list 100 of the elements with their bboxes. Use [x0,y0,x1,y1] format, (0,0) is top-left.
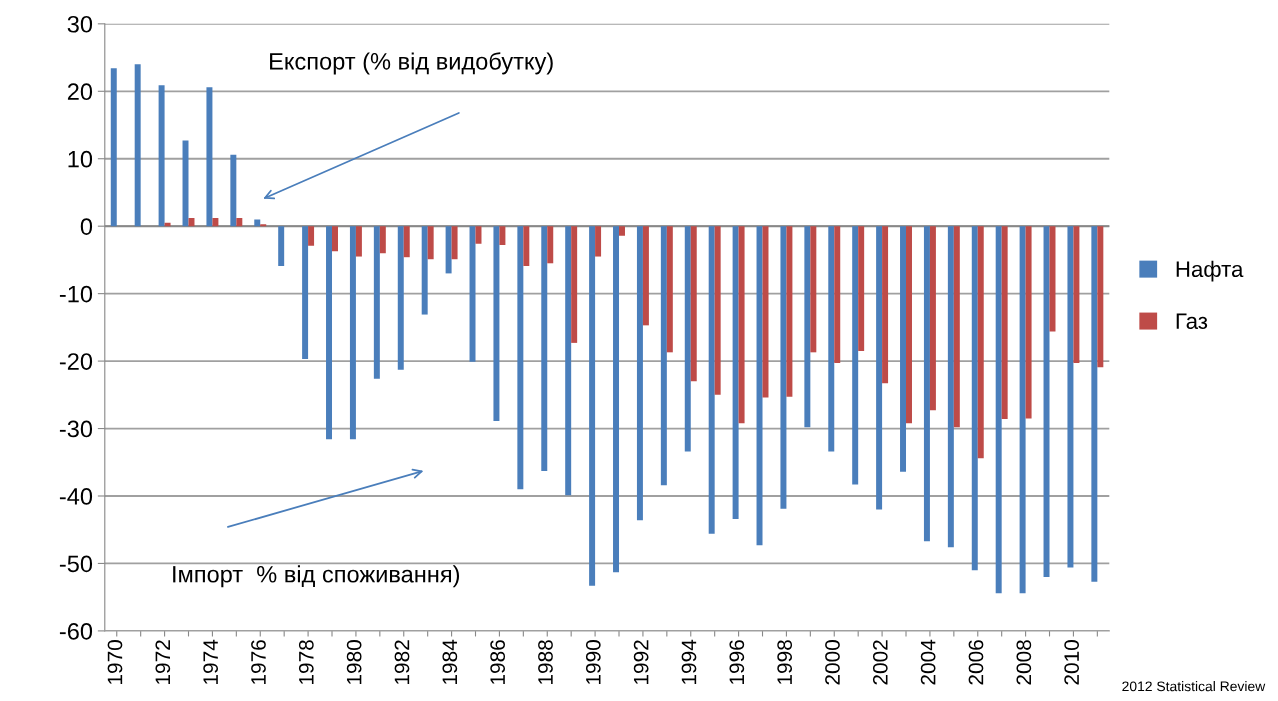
x-tick-label: 1974 [203,639,219,684]
x-tick-label: 1994 [681,639,697,684]
bar [1019,226,1026,594]
bar [355,226,362,257]
bar [995,226,1002,594]
bar [110,68,117,227]
bar [302,226,309,360]
bar [906,226,912,424]
x-tick-label: 1986 [490,640,506,684]
bar [732,226,739,519]
bar [780,226,787,509]
bar [714,226,721,395]
y-tick-label: -40 [59,488,93,505]
x-tick-label: 2006 [968,640,984,685]
bar [445,226,452,274]
bar [541,226,548,472]
x-tick-label: 1976 [251,640,266,684]
bar [212,218,219,227]
bar [206,87,213,227]
bar [684,226,691,452]
bar [373,226,380,379]
bar [134,64,141,227]
bar [947,226,954,548]
bar [1073,226,1080,364]
y-tick-label: -10 [59,285,93,303]
bar [451,226,458,260]
bar [571,226,578,343]
bar [858,226,865,351]
y-tick-label: 20 [67,83,93,101]
bar [1025,226,1032,419]
bar [929,226,936,411]
bar [613,226,620,573]
text: 2012 Statistical Review [1122,681,1266,692]
bar [547,226,554,264]
annotation: Імпорт % від споживання) [173,565,460,588]
bar [397,226,404,370]
bar [642,226,649,326]
bar [349,226,356,440]
annotation: Експорт (% від видобутку) [270,52,553,75]
bar [828,226,835,452]
bar [690,226,697,382]
bar [517,226,524,490]
bar [708,226,715,534]
legend-label: Нафта [1176,260,1244,282]
bar [595,226,602,257]
y-tick-label: 30 [67,15,93,33]
bar [977,226,984,459]
y-tick-label: -60 [59,622,93,640]
bar [278,226,285,266]
x-tick-label: 2004 [920,639,936,685]
bar [834,226,841,364]
bar [164,222,171,227]
bar [230,154,237,227]
bar [589,226,596,586]
bar [882,226,889,384]
bar [804,226,811,428]
bar [332,226,338,252]
bar [236,218,243,227]
bar [876,226,883,510]
bar [523,226,530,266]
bar [1001,226,1008,420]
bar [666,226,673,353]
bar [379,226,386,254]
x-tick-label: 1996 [729,640,745,684]
bar [308,226,315,246]
bar [493,226,500,422]
bar [158,85,165,227]
bar [427,226,434,260]
y-tick-label: -50 [59,555,93,573]
bar [660,226,667,486]
x-tick-label: 2002 [872,640,888,685]
bar [900,226,907,472]
bar [326,226,333,440]
x-tick-label: 2008 [1016,640,1032,685]
bar [636,226,643,521]
bar [786,226,793,397]
bar [499,226,506,246]
x-tick-label: 1972 [155,640,171,684]
bar [403,226,410,258]
bar [469,226,476,362]
x-tick-label: 1970 [107,640,123,684]
bar [1067,226,1074,568]
x-tick-label: 1988 [538,640,553,684]
bar [971,226,978,571]
x-tick-label: 1982 [394,640,410,684]
bar [738,226,745,424]
x-tick-label: 2010 [1064,640,1080,685]
bar [852,226,859,485]
x-tick-label: 1990 [585,640,601,684]
bar [1043,226,1050,577]
x-tick-label: 1980 [346,640,362,684]
bar [1097,226,1104,368]
y-tick-label: 10 [68,150,93,168]
bar [421,226,428,315]
x-tick-label: 1984 [442,639,458,684]
bar [619,226,625,236]
x-tick-label: 1992 [633,640,649,684]
bar [953,226,960,428]
bar [182,140,189,227]
bar [923,226,930,542]
